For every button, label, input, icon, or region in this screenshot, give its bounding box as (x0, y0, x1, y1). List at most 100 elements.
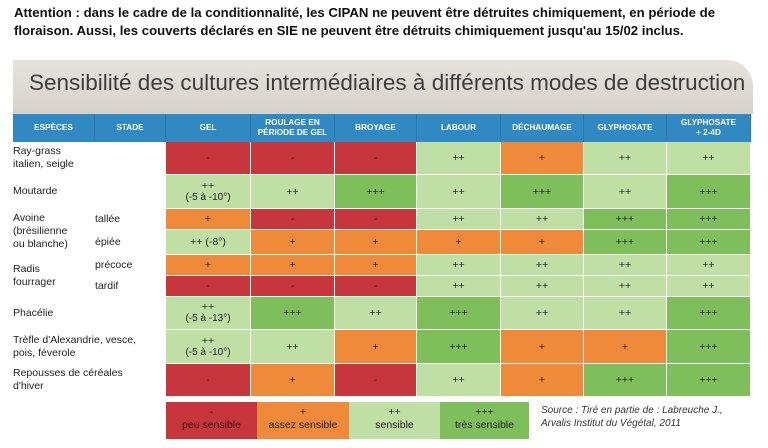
notice-line-1: Attention : dans le cadre de la conditio… (14, 5, 716, 20)
cell-gel: ++ (-5 à -13°) (166, 297, 251, 330)
cell-glyphosate-24d: +++ (667, 230, 751, 255)
attention-notice: Attention : dans le cadre de la conditio… (14, 4, 759, 40)
cell-glyphosate-24d: +++ (667, 330, 751, 364)
col-glyphosate-24d-line2: + 2-4D (696, 128, 721, 137)
sensitivity-table: ESPÈCES STADE GEL ROULAGE EN PÉRIODE DE G… (13, 114, 751, 397)
cell-dechaumage: + (501, 364, 584, 397)
cell-roulage: - (251, 276, 335, 297)
cell-gel: - (166, 364, 251, 397)
cell-glyphosate-24d: ++ (667, 142, 751, 175)
cell-broyage: + (335, 330, 417, 364)
table-row: Ray-grass italien, seigle - - - ++ + ++ +… (13, 142, 751, 175)
legend-sensible: ++ sensible (349, 402, 440, 439)
table-row: épiée ++ (-8°) + + + + +++ +++ (13, 230, 751, 255)
table-row: Radis fourrager précoce + + + ++ ++ ++ ++ (13, 255, 751, 297)
col-roulage-line2: PÉRIODE DE GEL (257, 128, 328, 137)
cell-note: (-5 à -13°) (185, 313, 231, 324)
col-glyphosate-24d-line1: GLYPHOSATE (680, 118, 737, 127)
cell-glyphosate-24d: +++ (667, 364, 751, 397)
cell-broyage: - (335, 142, 417, 175)
table-row: Repousses de céréales d'hiver - + - ++ + … (13, 364, 751, 397)
page-title: Sensibilité des cultures intermédiaires … (29, 70, 746, 95)
stage-cell: précoce (95, 255, 166, 276)
species-cell: Moutarde (13, 175, 166, 209)
cell-glyphosate: +++ (584, 230, 667, 255)
cell-roulage: +++ (251, 297, 335, 330)
cell-roulage: + (251, 255, 335, 276)
col-especes: ESPÈCES (13, 114, 95, 142)
col-gel: GEL (166, 114, 251, 142)
cell-labour: ++ (417, 142, 501, 175)
cell-value: ++ (201, 301, 215, 313)
stage-cell: tallée (95, 209, 166, 230)
stage-cell: tardif (95, 276, 166, 297)
cell-note: (-5 à -10°) (185, 346, 231, 358)
cell-dechaumage: ++ (501, 276, 584, 297)
cell-labour: +++ (417, 330, 501, 364)
species-line: ou blanche) (13, 238, 68, 250)
cell-glyphosate: + (584, 330, 667, 364)
cell-broyage: - (335, 276, 417, 297)
col-stade: STADE (95, 114, 166, 142)
cell-labour: ++ (417, 364, 501, 397)
title-banner: Sensibilité des cultures intermédiaires … (13, 60, 753, 114)
cell-roulage: + (251, 364, 335, 397)
legend-symbol: ++ (388, 406, 401, 418)
table-row: Moutarde ++ (-5 à -10°) ++ +++ ++ +++ ++ … (13, 175, 751, 209)
cell-glyphosate: ++ (584, 175, 667, 209)
legend-peu-sensible: - peu sensible (166, 402, 257, 439)
species-line: Avoine (13, 212, 45, 224)
cell-labour: + (417, 230, 501, 255)
col-glyphosate-24d: GLYPHOSATE + 2-4D (667, 114, 751, 142)
source-line-2: Arvalis Institut du Végétal, 2011 (541, 418, 681, 429)
cell-glyphosate-24d: +++ (667, 297, 751, 330)
cell-glyphosate: ++ (584, 255, 667, 276)
cell-gel: - (166, 276, 251, 297)
species-cell: Trèfle d'Alexandrie, vesce, pois, féverol… (13, 330, 166, 364)
cell-roulage: - (251, 209, 335, 230)
cell-labour: ++ (417, 175, 501, 209)
species-line: Radis (13, 262, 40, 275)
cell-value: ++ (201, 179, 215, 192)
cell-gel: - (166, 142, 251, 175)
cell-value: ++ (201, 334, 215, 347)
source-note: Source : Tiré en partie de : Labreuche J… (541, 404, 761, 430)
species-line: (brésilienne (13, 225, 68, 237)
cell-broyage: - (335, 209, 417, 230)
legend-label: peu sensible (182, 419, 241, 431)
species-cell: Ray-grass italien, seigle (13, 142, 166, 175)
cell-gel: + (166, 209, 251, 230)
cell-gel: ++ (-8°) (166, 230, 251, 255)
table-row: Trèfle d'Alexandrie, vesce, pois, féverol… (13, 330, 751, 364)
cell-glyphosate: +++ (584, 209, 667, 230)
cell-labour: +++ (417, 297, 501, 330)
cell-gel: + (166, 255, 251, 276)
cell-labour: ++ (417, 255, 501, 276)
species-cell: Repousses de céréales d'hiver (13, 364, 166, 397)
cell-glyphosate: +++ (584, 364, 667, 397)
cell-gel: ++ (-5 à -10°) (166, 330, 251, 364)
col-glyphosate: GLYPHOSATE (584, 114, 667, 142)
cell-broyage: ++ (335, 297, 417, 330)
cell-glyphosate-24d: ++ (667, 255, 751, 276)
cell-dechaumage: ++ (501, 209, 584, 230)
table-row: tardif - - - ++ ++ ++ ++ (13, 276, 751, 297)
cell-broyage: + (335, 230, 417, 255)
cell-glyphosate-24d: +++ (667, 175, 751, 209)
cell-roulage: + (251, 230, 335, 255)
species-cell: Avoine (brésilienne ou blanche) (13, 209, 95, 255)
legend-tres-sensible: +++ très sensible (440, 402, 529, 439)
source-line-1: Source : Tiré en partie de : Labreuche J… (541, 405, 723, 416)
species-cell: Phacélie (13, 297, 166, 330)
cell-dechaumage: ++ (501, 255, 584, 276)
table-row: Avoine (brésilienne ou blanche) tallée + -… (13, 209, 751, 255)
cell-dechaumage: + (501, 330, 584, 364)
cell-glyphosate-24d: ++ (667, 276, 751, 297)
notice-line-2: floraison. Aussi, les couverts déclarés … (14, 23, 684, 38)
species-line: d'hiver (13, 380, 44, 392)
cell-labour: ++ (417, 276, 501, 297)
cell-dechaumage: ++ (501, 297, 584, 330)
legend-symbol: - (209, 406, 214, 418)
species-line: Repousses de céréales (13, 367, 123, 379)
cell-dechaumage: + (501, 230, 584, 255)
